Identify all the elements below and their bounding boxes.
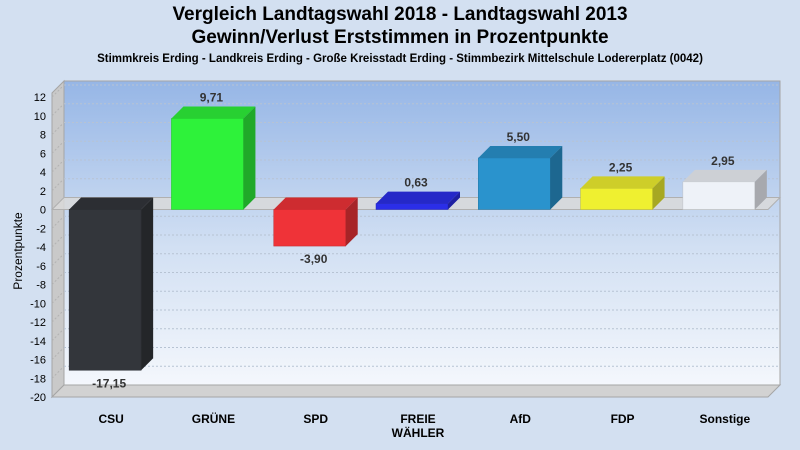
y-tick-label: 0	[40, 205, 46, 217]
bar	[171, 118, 244, 210]
x-tick-label: FDP	[611, 412, 635, 426]
bar-top	[682, 169, 767, 182]
y-tick-label: -4	[36, 242, 46, 254]
bar	[580, 188, 653, 210]
chart-title-line1: Vergleich Landtagswahl 2018 - Landtagswa…	[172, 4, 628, 25]
data-label: 9,71	[200, 90, 224, 104]
bar-top	[580, 176, 665, 189]
gridline-side	[51, 122, 65, 135]
y-axis-label: Prozentpunkte	[11, 212, 25, 290]
floor	[50, 384, 782, 398]
y-tick-label: -6	[36, 261, 46, 273]
y-tick-label: -8	[36, 280, 46, 292]
y-tick-label: 12	[34, 92, 46, 104]
gridline-side	[51, 159, 65, 173]
gridline-side	[51, 309, 65, 323]
bar	[682, 181, 756, 210]
y-tick-label: -12	[30, 317, 46, 329]
y-tick-label: 4	[40, 167, 46, 179]
gridline-side	[51, 178, 65, 192]
bar-top	[478, 145, 563, 158]
y-tick-label: -10	[30, 298, 46, 310]
bar	[273, 209, 346, 247]
x-tick-label: CSU	[98, 412, 123, 426]
chart-title-line2: Gewinn/Verlust Erststimmen in Prozentpun…	[191, 27, 609, 48]
x-tick-label: GRÜNE	[192, 411, 235, 426]
bar-side	[345, 197, 358, 247]
bar-side	[448, 191, 460, 210]
data-label: 5,50	[507, 130, 531, 144]
y-tick-label: 2	[40, 186, 46, 198]
x-tick-label: FREIE	[400, 412, 435, 426]
gridline-side	[51, 365, 65, 379]
bar-top	[171, 106, 256, 119]
y-tick-label: -2	[36, 223, 46, 235]
y-tick-label: -14	[30, 336, 46, 348]
gridline-side	[51, 272, 65, 285]
gridline-side	[51, 253, 65, 267]
data-label: 0,63	[404, 176, 428, 190]
y-tick-label: -20	[30, 392, 46, 404]
bar-side	[141, 197, 154, 371]
gridline-side	[51, 103, 65, 117]
y-tick-label: 10	[34, 111, 46, 123]
gridline-side	[51, 290, 65, 304]
bar	[375, 203, 449, 210]
chart-subtitle: Stimmkreis Erding - Landkreis Erding - G…	[97, 53, 703, 65]
bar-side	[652, 176, 665, 210]
data-label: 2,25	[609, 160, 633, 174]
gridline-side	[51, 328, 65, 342]
bar-side	[550, 145, 563, 210]
bar-side	[243, 106, 256, 210]
x-tick-label: SPD	[303, 412, 328, 426]
x-tick-label: WÄHLER	[392, 425, 445, 440]
y-tick-label: 8	[40, 130, 46, 142]
y-tick-label: 6	[40, 148, 46, 160]
gridline-side	[51, 234, 65, 248]
bar-top	[69, 197, 154, 210]
data-label: 2,95	[711, 154, 735, 168]
data-label: -3,90	[300, 252, 328, 266]
bar	[68, 209, 142, 371]
y-tick-label: -16	[30, 355, 46, 367]
bar-side	[754, 169, 767, 210]
x-tick-label: AfD	[510, 412, 532, 426]
gridline-side	[51, 84, 65, 98]
gridline-side	[51, 140, 65, 154]
y-tick-label: -18	[30, 373, 46, 385]
x-tick-label: Sonstige	[700, 412, 751, 426]
gridline-side	[51, 215, 65, 229]
bar-top	[273, 197, 358, 210]
data-label: -17,15	[92, 376, 126, 390]
gridline-side	[51, 347, 65, 360]
bar	[478, 157, 551, 210]
bar-top	[376, 191, 460, 204]
